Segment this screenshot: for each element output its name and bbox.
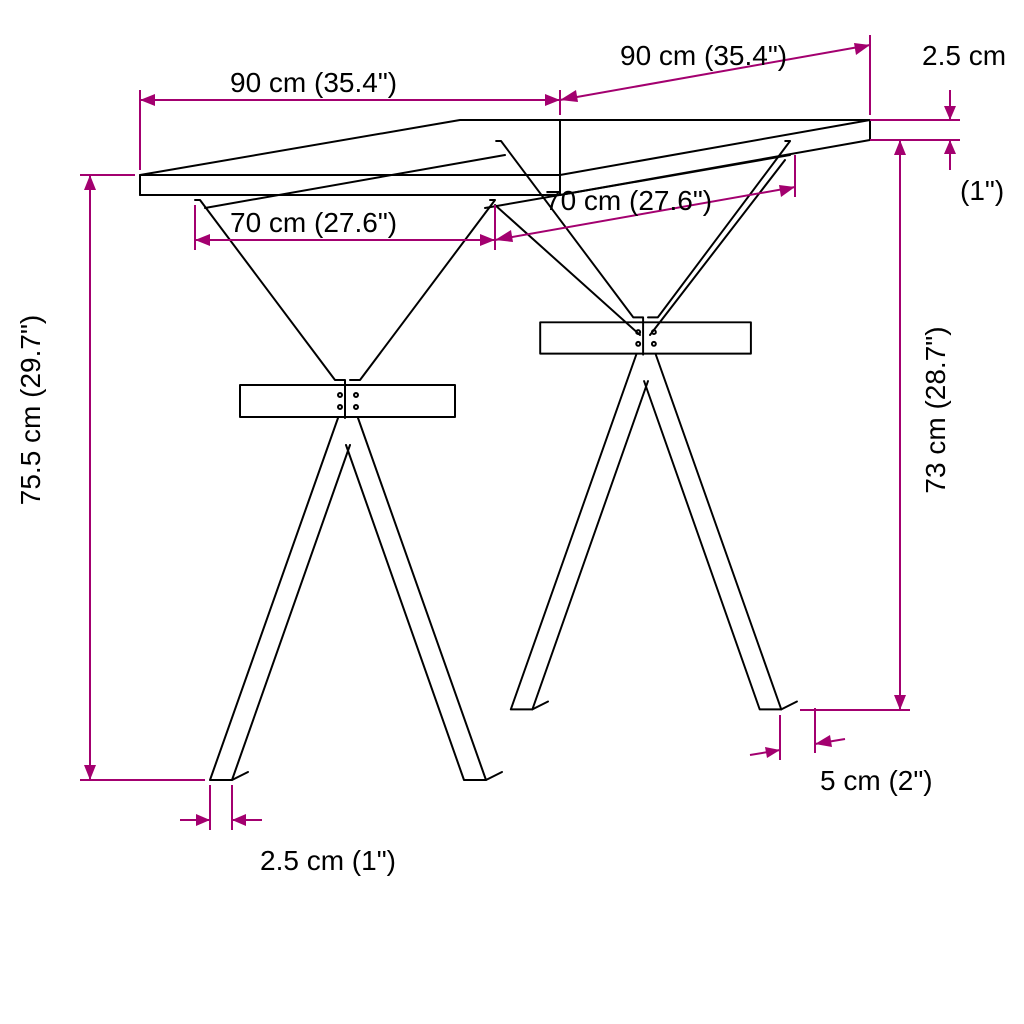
label-top-thickness-2: (1")	[960, 175, 1004, 206]
label-leg-thickness: 2.5 cm (1")	[260, 845, 396, 876]
label-top-depth: 90 cm (35.4")	[620, 40, 787, 71]
dim-total-height	[80, 175, 205, 780]
label-leg-height: 73 cm (28.7")	[920, 326, 951, 493]
label-top-thickness-1: 2.5 cm	[922, 40, 1006, 71]
label-leg-depth: 5 cm (2")	[820, 765, 933, 796]
label-leg-span-width: 70 cm (27.6")	[230, 207, 397, 238]
dim-leg-height	[800, 140, 910, 710]
label-total-height: 75.5 cm (29.7")	[15, 315, 46, 505]
dim-leg-depth	[750, 708, 845, 760]
technical-drawing: 90 cm (35.4") 90 cm (35.4") 2.5 cm (1") …	[0, 0, 1024, 1024]
label-top-width: 90 cm (35.4")	[230, 67, 397, 98]
dimension-lines	[80, 35, 960, 830]
dim-leg-thickness	[180, 785, 262, 830]
dim-top-thickness	[870, 90, 960, 170]
dimension-labels: 90 cm (35.4") 90 cm (35.4") 2.5 cm (1") …	[15, 40, 1006, 876]
label-leg-span-depth: 70 cm (27.6")	[545, 185, 712, 216]
dim-top-width	[140, 90, 560, 170]
